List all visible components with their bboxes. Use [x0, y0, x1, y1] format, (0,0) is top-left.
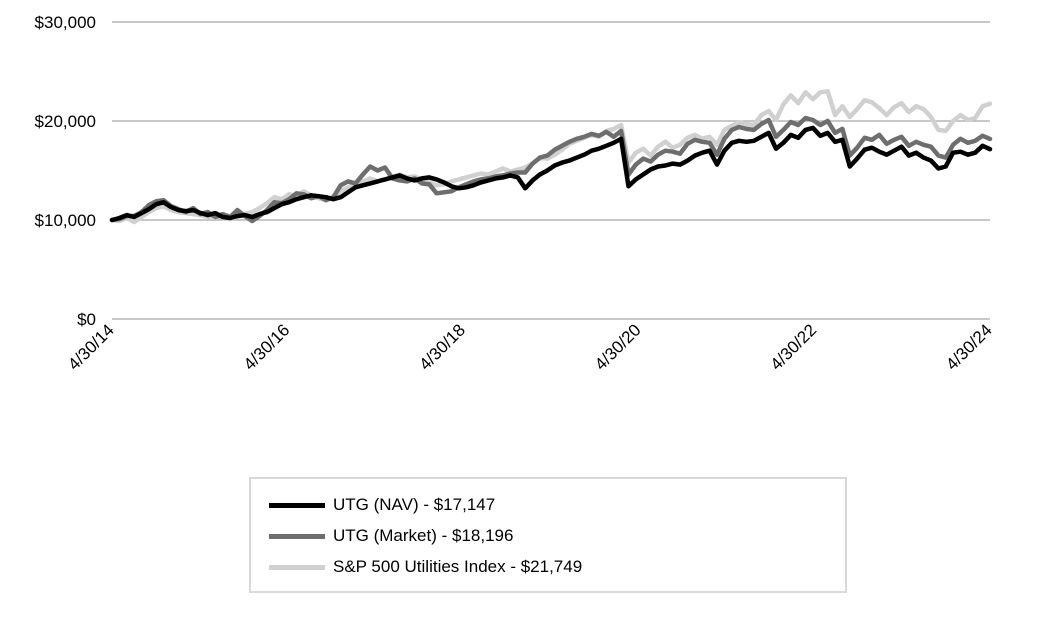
- y-tick-label: $0: [77, 310, 96, 329]
- legend-label-index: S&P 500 Utilities Index - $21,749: [333, 557, 583, 576]
- x-tick-label: 4/30/16: [240, 320, 294, 374]
- x-tick-label: 4/30/22: [767, 320, 821, 374]
- y-axis-ticks: $0 $10,000 $20,000 $30,000: [35, 13, 96, 329]
- legend: UTG (NAV) - $17,147 UTG (Market) - $18,1…: [249, 477, 847, 593]
- legend-swatch-index: [269, 564, 325, 570]
- x-axis-ticks: 4/30/14 4/30/16 4/30/18 4/30/20 4/30/22 4/30/…: [64, 320, 996, 374]
- series-line-0: [109, 125, 993, 223]
- legend-label-market: UTG (Market) - $18,196: [333, 526, 514, 545]
- y-tick-label: $30,000: [35, 13, 96, 32]
- x-tick-label: 4/30/18: [415, 320, 469, 374]
- series-line-2: [109, 89, 993, 225]
- legend-item-index: S&P 500 Utilities Index - $21,749: [269, 553, 582, 581]
- gridlines: [112, 21, 990, 320]
- legend-swatch-nav: [269, 502, 325, 508]
- x-tick-label: 4/30/20: [591, 320, 645, 374]
- line-chart: $0$10,000$20,000$30,000 4/30/14 4/30/16 4/…: [35, 13, 996, 374]
- legend-swatch-market: [269, 533, 325, 539]
- legend-item-nav: UTG (NAV) - $17,147: [269, 491, 495, 519]
- legend-item-market: UTG (Market) - $18,196: [269, 522, 513, 550]
- y-tick-label: $10,000: [35, 211, 96, 230]
- series-lines: [109, 89, 993, 225]
- x-tick-label: 4/30/24: [942, 320, 996, 374]
- y-tick-label: $20,000: [35, 112, 96, 131]
- legend-label-nav: UTG (NAV) - $17,147: [333, 495, 496, 514]
